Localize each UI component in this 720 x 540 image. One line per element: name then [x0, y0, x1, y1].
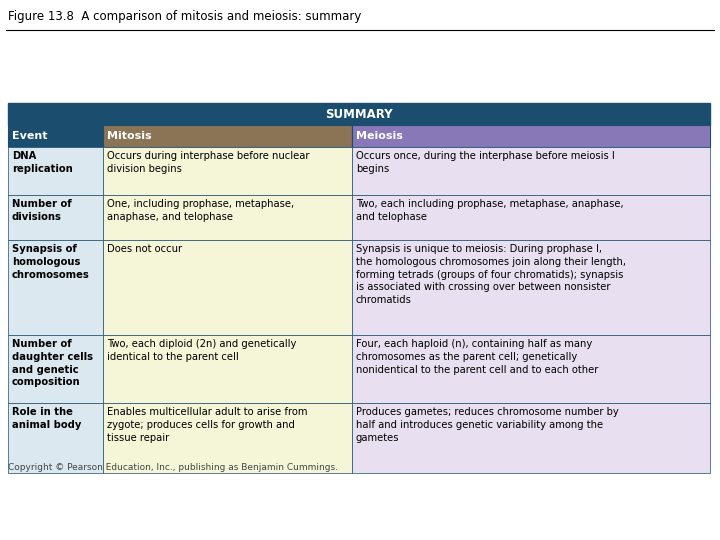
Text: Copyright © Pearson Education, Inc., publishing as Benjamin Cummings.: Copyright © Pearson Education, Inc., pub…	[8, 463, 338, 472]
Text: Two, each including prophase, metaphase, anaphase,
and telophase: Two, each including prophase, metaphase,…	[356, 199, 624, 222]
Text: Number of
divisions: Number of divisions	[12, 199, 72, 222]
Text: Occurs during interphase before nuclear
division begins: Occurs during interphase before nuclear …	[107, 151, 310, 174]
Text: SUMMARY: SUMMARY	[325, 107, 393, 120]
Text: Meiosis: Meiosis	[356, 131, 403, 141]
Text: Figure 13.8  A comparison of mitosis and meiosis: summary: Figure 13.8 A comparison of mitosis and …	[8, 10, 361, 23]
Text: Occurs once, during the interphase before meiosis I
begins: Occurs once, during the interphase befor…	[356, 151, 615, 174]
Text: One, including prophase, metaphase,
anaphase, and telophase: One, including prophase, metaphase, anap…	[107, 199, 294, 222]
Text: Does not occur: Does not occur	[107, 244, 182, 254]
Text: Synapsis of
homologous
chromosomes: Synapsis of homologous chromosomes	[12, 244, 90, 280]
Text: DNA
replication: DNA replication	[12, 151, 73, 174]
Text: Produces gametes; reduces chromosome number by
half and introduces genetic varia: Produces gametes; reduces chromosome num…	[356, 407, 618, 443]
Text: Two, each diploid (2n) and genetically
identical to the parent cell: Two, each diploid (2n) and genetically i…	[107, 339, 296, 362]
Text: Event: Event	[12, 131, 48, 141]
Text: Number of
daughter cells
and genetic
composition: Number of daughter cells and genetic com…	[12, 339, 93, 387]
Text: Mitosis: Mitosis	[107, 131, 151, 141]
Text: Four, each haploid (n), containing half as many
chromosomes as the parent cell; : Four, each haploid (n), containing half …	[356, 339, 598, 375]
Text: Enables multicellular adult to arise from
zygote; produces cells for growth and
: Enables multicellular adult to arise fro…	[107, 407, 307, 443]
Text: Synapsis is unique to meiosis: During prophase I,
the homologous chromosomes joi: Synapsis is unique to meiosis: During pr…	[356, 244, 626, 305]
Text: Role in the
animal body: Role in the animal body	[12, 407, 81, 430]
